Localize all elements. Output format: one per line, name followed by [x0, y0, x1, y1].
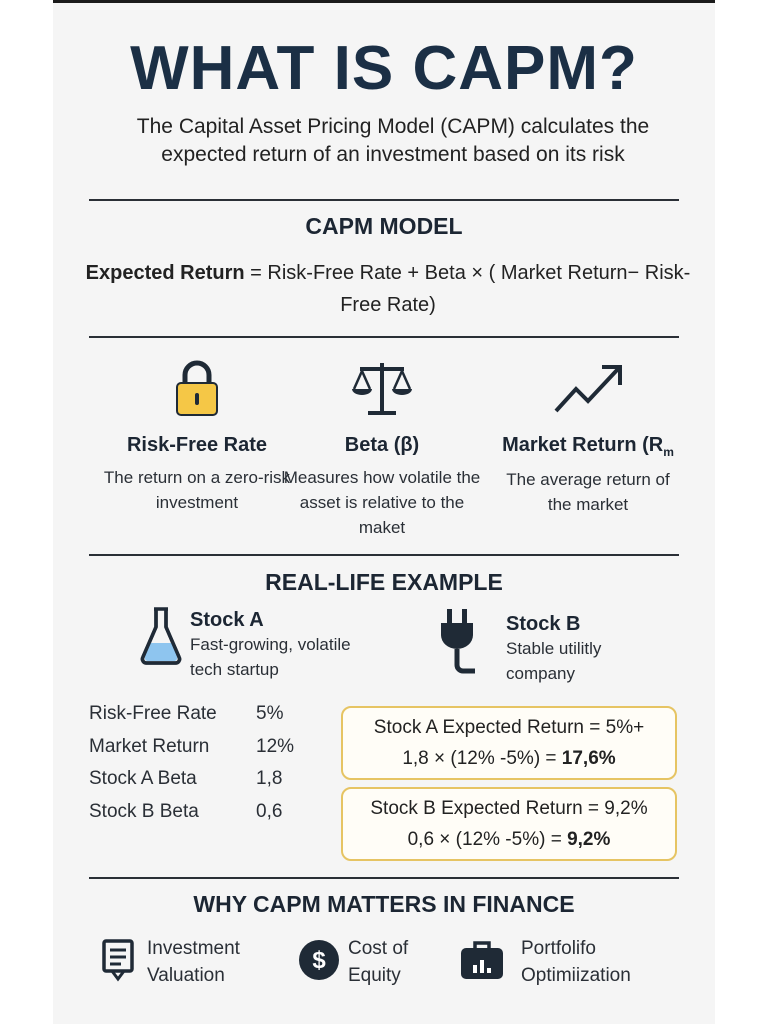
input-row: Stock A Beta 1,8 [89, 768, 294, 801]
stock-b-description: Stable utilitly company [506, 639, 602, 683]
trend-up-arrow-icon [483, 358, 693, 418]
calc-line: 1,8 × (12% -5%) = 17,6% [343, 743, 675, 774]
input-value: 12% [256, 735, 295, 757]
capm-formula: Expected Return = Risk-Free Rate + Beta … [83, 257, 693, 321]
formula-expected-return: Expected Return [85, 262, 245, 284]
divider [89, 554, 679, 556]
concept-title-text: Market Return (R [502, 434, 664, 456]
concept-description: Measures how volatile the asset is relat… [283, 468, 481, 537]
plug-icon [437, 609, 483, 682]
concept-description: The return on a zero-risk investment [103, 468, 291, 512]
why-item-label: Investment Valuation [147, 938, 240, 986]
svg-text:$: $ [312, 947, 326, 974]
infographic-card: WHAT IS CAPM? The Capital Asset Pricing … [53, 0, 715, 1024]
input-value: 0,6 [256, 800, 283, 822]
why-item-label: Portfolifo Optimiization [521, 938, 631, 986]
document-valuation-icon [101, 938, 135, 987]
concept-title: Market Return (Rm [483, 434, 693, 459]
input-value: 5% [256, 703, 284, 724]
page-subtitle: The Capital Asset Pricing Model (CAPM) c… [136, 115, 650, 166]
concept-risk-free-rate: Risk-Free Rate The return on a zero-risk… [97, 358, 297, 515]
stock-b-calculation-box: Stock B Expected Return = 9,2% 0,6 × (12… [341, 787, 677, 861]
concept-title-subscript: m [663, 445, 674, 459]
concept-title: Risk-Free Rate [126, 434, 268, 456]
concept-market-return: Market Return (Rm The average return of … [483, 358, 693, 517]
stock-b: Stock B Stable utilitly company [506, 613, 636, 686]
concept-title: Beta (β) [344, 434, 420, 456]
calc-result: 9,2% [567, 829, 611, 850]
stock-a-description: Fast-growing, volatile tech startup [190, 635, 351, 679]
why-item-investment-valuation: Investment Valuation [101, 935, 267, 989]
input-row: Stock B Beta 0,6 [89, 801, 294, 834]
why-capm-heading: WHY CAPM MATTERS IN FINANCE [193, 891, 575, 917]
input-label: Stock B Beta [89, 800, 199, 822]
balance-scale-icon [277, 358, 487, 418]
divider [89, 199, 679, 201]
calc-line: Stock B Expected Return = 9,2% [370, 798, 648, 819]
concept-beta: Beta (β) Measures how volatile the asset… [277, 358, 487, 540]
input-label: Market Return [89, 735, 210, 757]
input-row: Market Return 12% [89, 736, 294, 769]
briefcase-chart-icon [459, 939, 505, 986]
stock-a-calculation-box: Stock A Expected Return = 5%+ 1,8 × (12%… [341, 706, 677, 780]
input-label: Risk-Free Rate [89, 703, 217, 724]
lock-icon [97, 358, 297, 418]
concept-description: The average return of the market [506, 470, 670, 514]
divider [89, 336, 679, 338]
why-item-label: Cost of Equity [348, 938, 409, 986]
page-title: WHAT IS CAPM? [130, 34, 638, 103]
input-row: Risk-Free Rate 5% [89, 703, 294, 736]
real-life-example-heading: REAL-LIFE EXAMPLE [265, 569, 503, 595]
dollar-coin-icon: $ [298, 939, 340, 986]
stock-a: Stock A Fast-growing, volatile tech star… [190, 609, 380, 682]
calc-result: 17,6% [561, 748, 616, 769]
capm-model-heading: CAPM MODEL [305, 213, 463, 239]
why-item-portfolio-optimization: Portfolifo Optimiization [459, 935, 671, 989]
input-label: Stock A Beta [89, 768, 197, 789]
example-inputs: Risk-Free Rate 5% Market Return 12% Stock … [89, 703, 294, 833]
formula-expression: = Risk-Free Rate + Beta × ( Market Retur… [244, 262, 691, 316]
calc-expression: 1,8 × (12% -5%) = [402, 748, 562, 769]
flask-icon [139, 605, 183, 670]
divider [89, 877, 679, 879]
why-item-cost-of-equity: $ Cost of Equity [298, 935, 438, 989]
stock-a-name: Stock A [190, 609, 264, 631]
calc-line: 0,6 × (12% -5%) = 9,2% [343, 824, 675, 855]
calc-line: Stock A Expected Return = 5%+ [373, 717, 645, 738]
calc-expression: 0,6 × (12% -5%) = [407, 829, 568, 850]
stock-b-name: Stock B [506, 613, 581, 635]
input-value: 1,8 [256, 768, 283, 789]
